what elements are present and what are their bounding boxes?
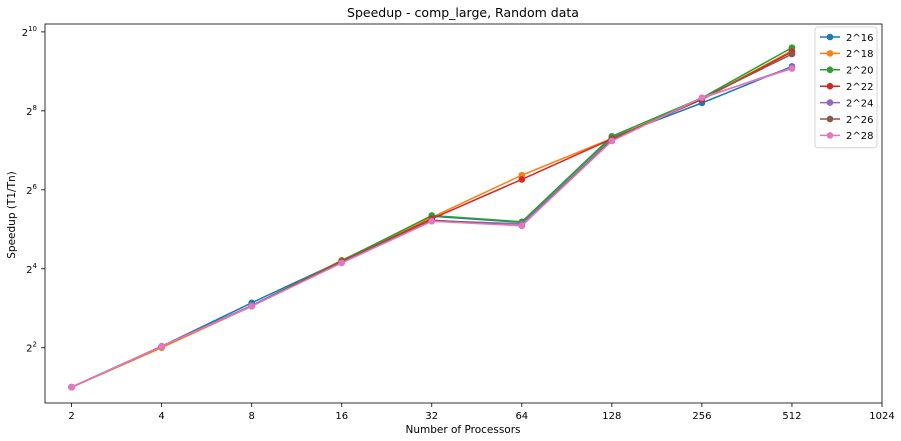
legend-item: 2^24 [820,98,873,109]
x-tick-label: 16 [335,411,348,422]
x-tick-label: 128 [602,411,621,422]
data-point [518,176,526,183]
legend-item: 2^22 [820,82,873,93]
legend-item: 2^20 [820,66,873,77]
x-tick-label: 2 [68,411,74,422]
legend-swatch-marker [826,33,834,41]
legend-label: 2^26 [846,115,873,126]
legend-swatch-marker [826,66,834,74]
y-tick-label: 22 [26,341,37,355]
chart-title: Speedup - comp_large, Random data [347,5,579,20]
y-tick-label: 26 [26,183,37,197]
legend-swatch-marker [826,99,834,106]
x-tick-label: 32 [425,411,438,422]
data-point [698,94,706,101]
data-point [248,302,255,310]
legend-label: 2^20 [846,66,873,77]
y-axis-label: Speedup (T1/Tn) [6,171,18,258]
legend-item: 2^16 [820,33,873,44]
legend-item: 2^26 [820,115,873,126]
legend-label: 2^18 [846,49,873,60]
data-point [338,259,346,267]
data-point [788,65,796,72]
data-point [428,218,436,225]
series-2-pow-28 [68,65,796,391]
data-point [68,383,75,391]
legend: 2^16 2^18 2^20 2^22 2^24 2^26 2^28 [814,26,878,149]
x-axis: 2 4 8 16 32 64 128 256 512 1024 [68,403,895,422]
x-tick-label: 64 [515,411,528,422]
legend-label: 2^22 [846,82,873,93]
x-axis-label: Number of Processors [405,424,520,436]
y-tick-label: 28 [26,104,37,118]
legend-item: 2^28 [820,131,873,142]
legend-swatch-marker [826,132,834,139]
legend-swatch-marker [826,82,834,90]
y-tick-label: 210 [22,25,37,39]
data-point [788,50,796,58]
plot-area [68,44,796,391]
x-tick-label: 1024 [869,411,894,422]
data-point [518,222,526,229]
legend-swatch-marker [826,50,834,57]
legend-swatch-marker [826,115,834,123]
x-tick-label: 8 [248,411,254,422]
x-tick-label: 512 [782,411,801,422]
y-axis: 22 24 26 28 210 [22,25,45,355]
axes-frame [44,23,883,404]
data-point [158,343,165,350]
x-tick-label: 256 [692,411,711,422]
data-point [608,137,616,145]
y-tick-label: 24 [26,262,37,276]
x-tick-label: 4 [158,411,164,422]
legend-item: 2^18 [820,49,873,60]
legend-label: 2^16 [846,33,873,44]
legend-label: 2^28 [846,131,873,142]
legend-label: 2^24 [846,98,873,109]
